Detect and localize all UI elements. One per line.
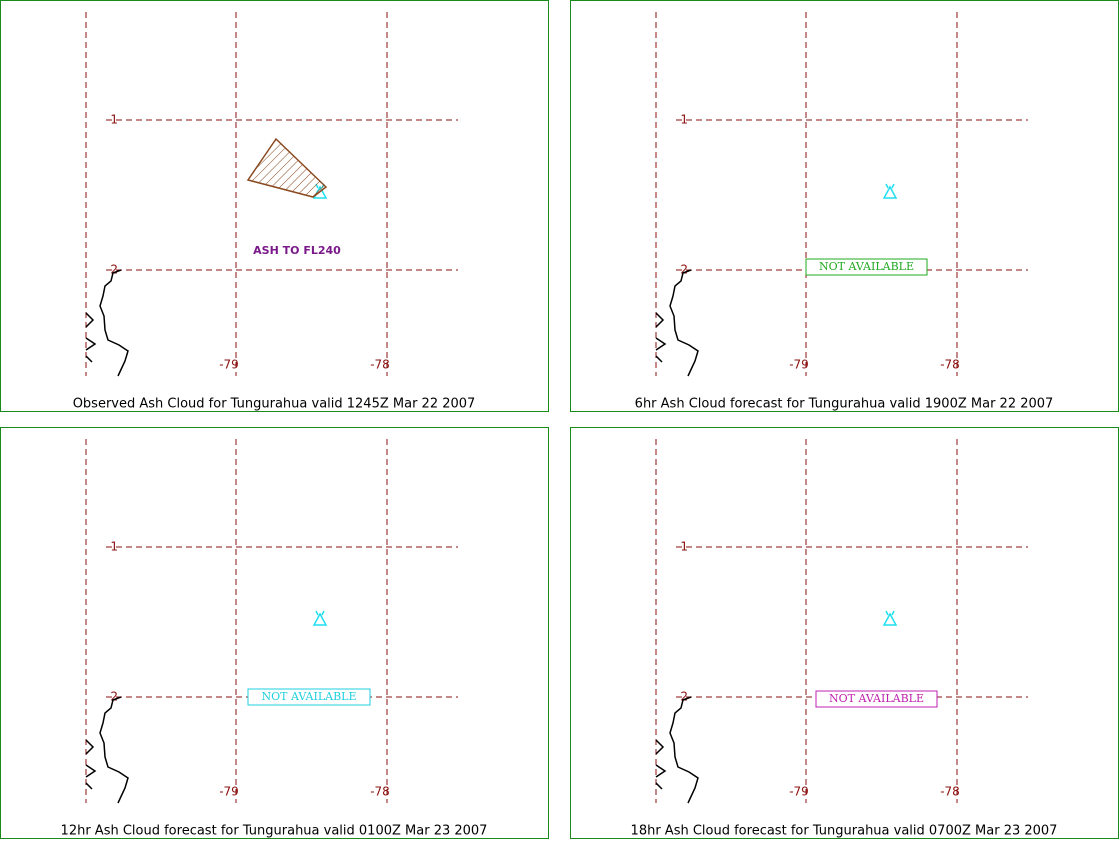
map-panel: -1 -2 -79 -78 NOT AVAILABLE 12hr Ash Cloud fo…: [0, 427, 549, 839]
latitude-label: -1: [676, 540, 688, 554]
annotation-box: [805, 258, 928, 276]
annotation-box: [815, 690, 938, 708]
longitude-label: -79: [789, 785, 809, 799]
annotation: NOT AVAILABLE: [261, 690, 356, 703]
latitude-label: -2: [106, 690, 118, 704]
latitude-label: -2: [676, 263, 688, 277]
panel-frame: [570, 427, 1119, 839]
coastline: [85, 696, 129, 804]
latitude-label: -2: [106, 263, 118, 277]
volcano: [312, 610, 328, 626]
longitude-label: -79: [789, 358, 809, 372]
longitude-label: -78: [370, 785, 390, 799]
latitude-label: -1: [106, 540, 118, 554]
map-panel: -1 -2 -79 -78 ASH TO FL240 Observed Ash Cloud…: [0, 0, 549, 412]
longitude-label: -78: [940, 785, 960, 799]
panel-caption: Observed Ash Cloud for Tungurahua valid …: [73, 397, 476, 412]
panel-frame: [570, 0, 1119, 412]
panel-frame: [0, 0, 549, 412]
longitude-label: -78: [940, 358, 960, 372]
volcano: [882, 183, 898, 199]
coastline: [85, 269, 129, 377]
annotation-box: [247, 688, 371, 706]
annotation: ASH TO FL240: [253, 244, 341, 257]
ash-cloud: [246, 137, 328, 198]
coastline: [655, 269, 699, 377]
map-panel: -1 -2 -79 -78 NOT AVAILABLE 6hr Ash Cloud for…: [570, 0, 1119, 412]
longitude-label: -79: [219, 785, 239, 799]
longitude-label: -79: [219, 358, 239, 372]
annotation: NOT AVAILABLE: [819, 260, 914, 273]
panel-caption: 6hr Ash Cloud forecast for Tungurahua va…: [635, 397, 1054, 412]
panel-caption: 18hr Ash Cloud forecast for Tungurahua v…: [631, 824, 1058, 839]
panel-frame: [0, 427, 549, 839]
annotation: NOT AVAILABLE: [829, 692, 924, 705]
longitude-label: -78: [370, 358, 390, 372]
panel-caption: 12hr Ash Cloud forecast for Tungurahua v…: [61, 824, 488, 839]
coastline: [655, 696, 699, 804]
map-panel: -1 -2 -79 -78 NOT AVAILABLE 18hr Ash Cloud fo…: [570, 427, 1119, 839]
latitude-label: -2: [676, 690, 688, 704]
volcano: [882, 610, 898, 626]
latitude-label: -1: [676, 113, 688, 127]
latitude-label: -1: [106, 113, 118, 127]
